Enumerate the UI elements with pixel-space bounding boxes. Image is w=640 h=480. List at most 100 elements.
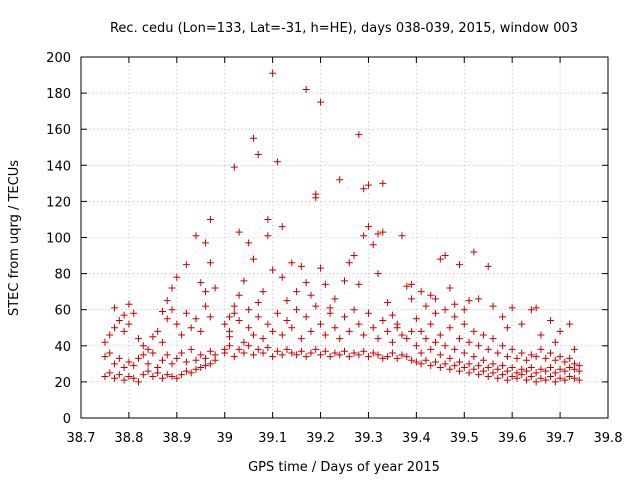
data-point [254,298,262,306]
data-point [345,327,353,335]
data-point [158,374,166,382]
data-point [360,185,368,193]
data-point [503,367,511,375]
data-point [489,369,497,377]
data-point [508,372,516,380]
data-point [369,349,377,357]
data-point [432,309,440,317]
data-point [374,335,382,343]
data-point [446,324,454,332]
data-point [206,259,214,267]
data-point [513,354,521,362]
data-point [398,351,406,359]
y-tick-label: 160 [46,123,71,138]
data-point [441,360,449,368]
data-point [441,306,449,314]
data-point [527,306,535,314]
data-point [566,372,574,380]
data-point [364,181,372,189]
data-point [273,309,281,317]
y-tick-label: 20 [54,376,71,391]
data-point [412,358,420,366]
data-point [197,351,205,359]
data-point [489,360,497,368]
data-point [455,367,463,375]
data-point [465,369,473,377]
data-point [384,327,392,335]
data-point [226,313,234,321]
data-point [503,376,511,384]
data-point [139,342,147,350]
data-point [283,345,291,353]
data-point [403,282,411,290]
data-point [106,369,114,377]
data-point [120,363,128,371]
data-point [388,311,396,319]
data-point [451,345,459,353]
data-point [187,369,195,377]
data-point [374,351,382,359]
data-point [556,353,564,361]
data-point [537,331,545,339]
data-point [408,280,416,288]
data-point [264,215,272,223]
data-point [561,358,569,366]
data-point [312,194,320,202]
data-point [278,273,286,281]
data-point [384,353,392,361]
data-point [288,324,296,332]
x-tick-label: 39.2 [306,431,335,446]
data-point [465,297,473,305]
data-point [570,360,578,368]
data-point [307,349,315,357]
data-point [566,354,574,362]
data-point [484,262,492,270]
data-point [350,349,358,357]
data-point [379,228,387,236]
data-point [249,134,257,142]
data-point [547,349,555,357]
data-point [350,306,358,314]
data-point [460,320,468,328]
data-point [436,363,444,371]
data-point [317,264,325,272]
data-point [499,371,507,379]
data-point [460,306,468,314]
y-tick-label: 60 [54,304,71,319]
data-point [312,345,320,353]
data-point [187,345,195,353]
data-point [336,335,344,343]
data-point [508,345,516,353]
data-point [163,371,171,379]
data-point [240,338,248,346]
data-point [393,354,401,362]
data-point [575,362,583,370]
data-point [178,371,186,379]
data-point [173,354,181,362]
data-point [451,300,459,308]
data-point [369,241,377,249]
data-point [230,353,238,361]
data-point [168,284,176,292]
data-point [154,363,162,371]
data-point [192,315,200,323]
data-point [269,327,277,335]
x-tick-label: 39.1 [258,431,287,446]
data-point [245,239,253,247]
data-point [269,69,277,77]
y-tick-labels: 0 20 40 60 80 100 120 140 160 180 200 [46,51,71,427]
data-point [106,349,114,357]
data-point [168,306,176,314]
data-point [317,320,325,328]
x-tick-label: 39.8 [594,431,623,446]
data-point [432,358,440,366]
data-point [355,131,363,139]
data-point [436,351,444,359]
data-point [484,363,492,371]
data-point [494,365,502,373]
data-point [115,317,123,325]
data-point [249,351,257,359]
y-tick-label: 120 [46,195,71,210]
data-point [551,338,559,346]
